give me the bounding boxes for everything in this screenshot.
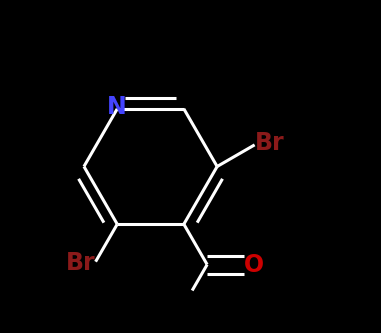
Text: Br: Br [255,131,285,155]
Text: Br: Br [66,251,95,275]
Text: O: O [244,252,264,276]
Text: N: N [107,95,127,119]
